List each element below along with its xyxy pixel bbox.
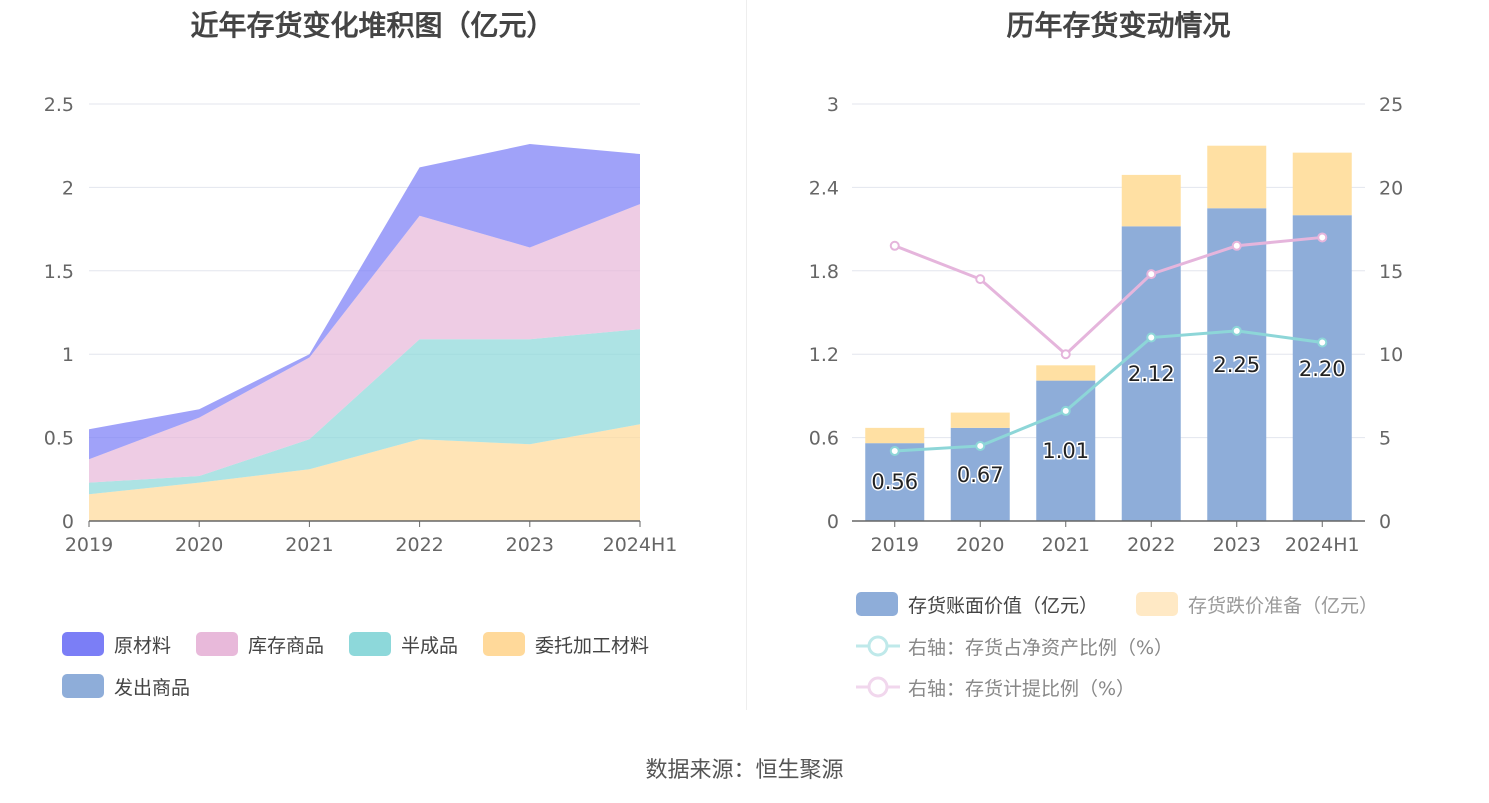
legend-label: 右轴：存货占净资产比例（%） — [908, 637, 1174, 659]
area-series-1 — [89, 329, 640, 495]
x-tick-label: 2019 — [871, 534, 919, 556]
legend-label: 存货跌价准备（亿元） — [1188, 595, 1379, 617]
x-tick-label: 2023 — [1213, 534, 1261, 556]
y-tick-label: 1.2 — [809, 344, 839, 366]
x-tick-label: 2024H1 — [1285, 534, 1360, 556]
legend-label: 半成品 — [401, 635, 459, 657]
panel-divider — [746, 0, 747, 710]
y-tick-label: 1.5 — [44, 261, 74, 283]
bar-impairment-reserve — [1207, 145, 1267, 209]
y2-tick-label: 25 — [1379, 94, 1403, 116]
x-tick-label: 2020 — [956, 534, 1004, 556]
line-point — [1146, 332, 1157, 343]
legend-swatch-consigned — [483, 632, 525, 656]
legend-swatch-raw-material — [62, 632, 104, 656]
x-tick-label: 2022 — [395, 534, 443, 556]
legend-label: 库存商品 — [248, 635, 325, 657]
y-tick-label: 1.8 — [809, 261, 839, 283]
right-chart-title: 历年存货变动情况 — [1006, 9, 1231, 42]
legend-swatch-semi-finished — [349, 632, 391, 656]
x-tick-label: 2022 — [1127, 534, 1175, 556]
left-chart-panel: 近年存货变化堆积图（亿元） 0 0.5 1 1.5 2 2.5 2019 2020 2021 20… — [0, 0, 745, 720]
bar-data-label: 0.67 — [957, 463, 1004, 487]
bar-book-value — [1207, 208, 1267, 521]
legend-line-net-asset-ratio — [856, 635, 900, 657]
y-tick-label: 0.5 — [44, 428, 74, 450]
line-point — [1146, 269, 1157, 280]
line-point — [1060, 405, 1071, 416]
x-tick-label: 2024H1 — [603, 534, 678, 556]
y2-tick-label: 0 — [1379, 511, 1391, 533]
y-tick-label: 2.4 — [809, 177, 839, 199]
legend-label: 原材料 — [114, 635, 172, 657]
bar-book-value — [1036, 380, 1096, 521]
legend-label: 存货账面价值（亿元） — [908, 595, 1099, 617]
y-tick-label: 2 — [62, 177, 74, 199]
bar-data-label: 1.01 — [1042, 439, 1089, 463]
bar-impairment-reserve — [1292, 152, 1352, 216]
line-point — [1317, 337, 1328, 348]
bar-data-label: 2.25 — [1213, 353, 1260, 377]
x-tick-label: 2020 — [175, 534, 223, 556]
x-tick-label: 2021 — [285, 534, 333, 556]
bar-line-combo-chart: 0 0 0.6 5 1.2 10 1.8 15 2.4 20 3 25 2019 2020 2021 2022… — [809, 94, 1403, 556]
legend-swatch-inventory-goods — [196, 632, 238, 656]
x-tick-label: 2023 — [506, 534, 554, 556]
left-chart-title: 近年存货变化堆积图（亿元） — [190, 9, 555, 42]
legend-label: 右轴：存货计提比例（%） — [908, 678, 1136, 700]
line-point — [1231, 325, 1242, 336]
line-point — [1060, 349, 1071, 360]
bar-impairment-reserve — [950, 412, 1010, 428]
left-legend: 原材料 库存商品 半成品 委托加工材料 发出商品 — [62, 630, 742, 710]
bar-data-label: 2.12 — [1128, 362, 1175, 386]
y2-tick-label: 5 — [1379, 428, 1391, 450]
line-point — [1317, 232, 1328, 243]
legend-label: 发出商品 — [114, 677, 191, 699]
area-series-0 — [89, 424, 640, 521]
bar-book-value — [865, 443, 925, 521]
bar-data-label: 0.56 — [871, 470, 918, 494]
area-series-2 — [89, 204, 640, 483]
bar-data-label: 2.20 — [1299, 357, 1346, 381]
legend-swatch-impairment-reserve — [1136, 592, 1178, 616]
right-legend: 存货账面价值（亿元） 存货跌价准备（亿元） 右轴：存货占净资产比例（%） 右轴：… — [856, 590, 1476, 710]
bar-impairment-reserve — [1036, 365, 1096, 381]
y-tick-label: 1 — [62, 344, 74, 366]
stacked-area-chart: 0 0.5 1 1.5 2 2.5 2019 2020 2021 2022 2023 2024H1 — [44, 94, 678, 556]
area-series-3 — [89, 144, 640, 460]
x-tick-label: 2019 — [65, 534, 113, 556]
legend-swatch-shipped-goods — [62, 674, 104, 698]
y-tick-label: 0 — [827, 511, 839, 533]
line-series-0 — [894, 329, 1323, 453]
bar-book-value — [1292, 215, 1352, 521]
legend-label: 委托加工材料 — [535, 635, 650, 657]
line-point — [889, 240, 900, 251]
y-tick-label: 0.6 — [809, 428, 839, 450]
legend-line-provision-ratio — [856, 676, 900, 698]
line-point — [975, 274, 986, 285]
y-tick-label: 2.5 — [44, 94, 74, 116]
data-source-note: 数据来源：恒生聚源 — [645, 758, 844, 783]
line-point — [1231, 240, 1242, 251]
y2-tick-label: 20 — [1379, 177, 1403, 199]
line-point — [889, 445, 900, 456]
y-tick-label: 3 — [827, 94, 839, 116]
bar-impairment-reserve — [865, 427, 925, 444]
y2-tick-label: 15 — [1379, 261, 1403, 283]
right-chart-panel: 历年存货变动情况 0 0 0.6 5 1.2 10 1.8 15 2.4 20 3 25 2019 202… — [748, 0, 1489, 720]
line-series-1 — [894, 235, 1323, 357]
bar-impairment-reserve — [1121, 174, 1181, 227]
y-tick-label: 0 — [62, 511, 74, 533]
y2-tick-label: 10 — [1379, 344, 1403, 366]
legend-swatch-book-value — [856, 592, 898, 616]
line-point — [975, 440, 986, 451]
x-tick-label: 2021 — [1042, 534, 1090, 556]
